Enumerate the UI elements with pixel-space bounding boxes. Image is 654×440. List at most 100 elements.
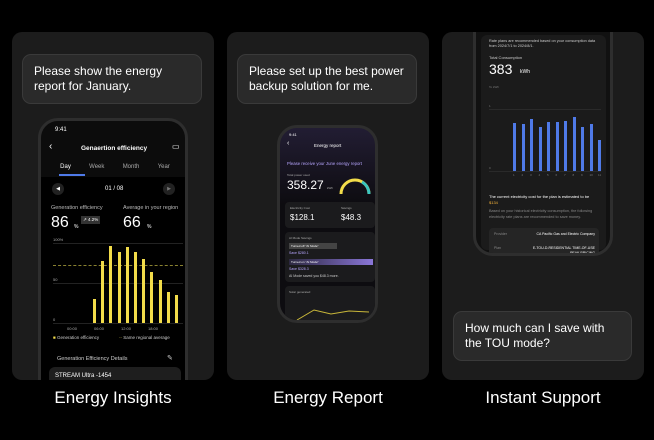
total-label: Total Consumption (489, 55, 523, 60)
bar (521, 124, 525, 171)
page-title[interactable]: Genaertion efficiency (81, 145, 148, 152)
tab-day[interactable]: Day (60, 164, 71, 170)
x-tick: 3 (530, 173, 532, 177)
prev-date-button[interactable]: ◀ (52, 183, 64, 195)
x-tick: 6 (555, 173, 558, 177)
provider-value: CA Pacific Gas and Electric Company (536, 232, 595, 236)
cost-value: $128.1 (290, 213, 315, 222)
cost-label: Electricity Cost (290, 206, 310, 210)
caption: Energy Insights (54, 388, 172, 407)
status-time: 9:41 (289, 132, 297, 137)
change-badge: ↗ 4.2% (81, 216, 101, 224)
back-icon[interactable]: ‹ (49, 141, 53, 152)
total-label: Total power used (287, 173, 310, 177)
gen-label: Generation efficiency (51, 205, 103, 211)
cost-text: The current electricity cost for the pla… (489, 194, 590, 205)
bar (538, 126, 542, 171)
total-unit: kWh (327, 186, 333, 190)
x-tick: 5 (547, 173, 549, 177)
ai-note: AI Mode saved you $48.3 more. (289, 274, 339, 278)
panel-energy-insights: Please show the energy report for Januar… (12, 32, 214, 380)
panel-instant-support: Rate plans are recommended based on your… (442, 32, 644, 380)
x-tick: 11 (598, 173, 602, 177)
bar (564, 120, 567, 171)
x-tick: 18:00 (148, 326, 159, 331)
device-name: STREAM Ultra -1454 (55, 373, 112, 379)
axis-unit: To kWh (489, 85, 500, 89)
avg-unit: % (147, 224, 152, 230)
y-tick: 0 (53, 317, 56, 322)
bar (547, 122, 550, 171)
ai-on-bar: Turned on "AI Mode" (289, 259, 373, 265)
x-tick: 8 (572, 173, 575, 177)
gen-unit: % (74, 224, 79, 230)
bar (93, 299, 96, 323)
calendar-icon[interactable]: ▭ (172, 142, 180, 151)
next-date-button[interactable]: ▶ (163, 183, 175, 195)
prompt-bubble: Please set up the best power backup solu… (237, 54, 417, 104)
bar (101, 261, 105, 323)
ai-off-bar: Turned off "AI Mode" (289, 243, 337, 249)
bar (166, 291, 170, 323)
consumption-chart: 0 1 1 2 3 4 5 6 7 8 9 10 11 (489, 91, 601, 179)
status-time: 9:41 (55, 127, 67, 133)
legend-average: -- Same regional average (119, 335, 170, 340)
device-card[interactable]: STREAM Ultra -1454 (49, 367, 181, 380)
efficiency-chart: 0 50 100% 00:00 06:00 12:00 18:00 (53, 237, 183, 331)
intro-text: Rate plans are recommended based on your… (489, 39, 596, 48)
gen-value: 86 (51, 214, 69, 231)
solar-label: Solar generated (289, 290, 311, 294)
x-tick: 9 (581, 173, 583, 177)
page-title: Energy report (314, 143, 342, 148)
x-tick: 7 (564, 173, 566, 177)
headline: Please receive your June energy report (287, 161, 362, 166)
bar (150, 271, 154, 323)
usage-gauge (339, 178, 371, 195)
bar (175, 295, 178, 323)
plan-card: Provider CA Pacific Gas and Electric Com… (489, 228, 599, 253)
ai-on-save: Save $328.3 (289, 267, 309, 271)
ai-title: AI Mode Savings (289, 236, 312, 240)
advice-text: Based on your historical electricity con… (489, 209, 593, 219)
bar (572, 117, 576, 171)
x-tick: 00:00 (67, 326, 78, 331)
bar (513, 123, 516, 171)
y-tick: 0 (489, 166, 491, 170)
bar (581, 127, 584, 171)
bar (530, 118, 533, 171)
phone-screen: Rate plans are recommended based on your… (473, 32, 613, 256)
tab-year[interactable]: Year (157, 164, 170, 170)
prompt-bubble: Please show the energy report for Januar… (22, 54, 202, 104)
avg-value: 66 (123, 214, 141, 231)
bar (134, 251, 137, 323)
solar-card: Solar generated (285, 286, 375, 320)
bar (142, 259, 146, 323)
back-icon[interactable]: ‹ (287, 140, 290, 147)
avg-label: Average in your region (123, 205, 179, 211)
ai-off-save: Save $280.1 (289, 251, 309, 255)
cost-card: Electricity Cost $128.1 Savings $48.3 (285, 202, 375, 228)
bar (125, 247, 129, 323)
caption: Energy Report (273, 388, 383, 407)
legend-generation: ■ Generation efficiency (53, 335, 100, 340)
bar (589, 123, 593, 171)
period-tabs: Day Week Month Year (51, 164, 179, 170)
total-value: 383 (489, 61, 513, 77)
tab-week[interactable]: Week (89, 164, 105, 170)
y-tick: 100% (53, 237, 64, 242)
plan-label: Plan (494, 246, 502, 250)
bar (109, 246, 113, 323)
bar (555, 122, 559, 171)
edit-icon[interactable]: ✎ (167, 355, 173, 362)
caption: Instant Support (485, 388, 601, 407)
x-tick: 2 (521, 173, 524, 177)
prompt-bubble: How much can I save with the TOU mode? (453, 311, 632, 361)
bar (158, 279, 162, 323)
tab-indicator (59, 174, 85, 176)
date-label: 01 / 08 (105, 186, 124, 192)
tab-month[interactable]: Month (122, 164, 140, 170)
y-tick: 50 (53, 277, 58, 282)
panel-energy-report: Please set up the best power backup solu… (227, 32, 429, 380)
bar (117, 251, 121, 323)
x-tick: 06:00 (94, 326, 105, 331)
